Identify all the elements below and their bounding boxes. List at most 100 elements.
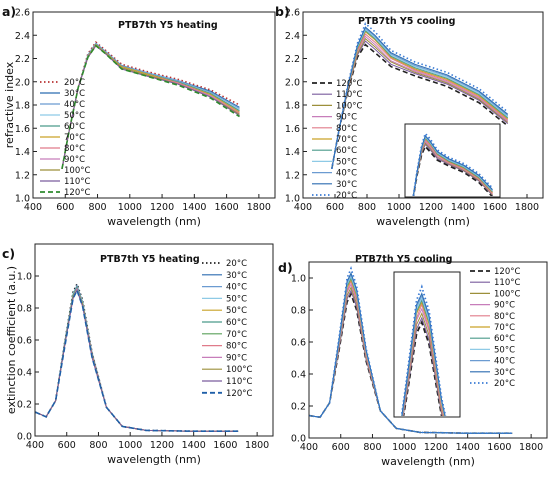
legend-entry: 40°C	[226, 283, 247, 293]
plot-area	[35, 281, 239, 432]
legend-entry: 60°C	[226, 318, 247, 328]
x-tick-label: 800	[89, 440, 107, 451]
x-tick-label: 1200	[419, 202, 443, 213]
x-tick-label: 400	[26, 440, 44, 451]
x-tick-label: 1000	[118, 202, 142, 213]
x-tick-label: 1400	[456, 442, 480, 453]
legend-entry: 80°C	[494, 312, 515, 322]
chart-panel-b: 400 600 800 1000 1200 1400 1600 1800 1.0 1.2 1.4 1.…	[275, 4, 544, 228]
x-axis-label: wavelength (nm)	[381, 455, 475, 468]
x-tick-label: 1600	[487, 442, 511, 453]
legend-entry: 20°C	[64, 78, 85, 88]
chart-title: PTB7th Y5 heating	[118, 20, 218, 31]
legend-entry: 120°C	[494, 267, 520, 277]
y-axis-label: refractive index	[3, 61, 16, 148]
y-tick-label: 1.2	[15, 170, 30, 181]
y-tick-label: 0.0	[17, 432, 32, 443]
y-tick-label: 0.0	[291, 434, 306, 445]
x-tick-label: 600	[56, 202, 74, 213]
x-tick-label: 1200	[424, 442, 448, 453]
legend-entry: 120°C	[336, 79, 362, 89]
y-tick-label: 2.4	[285, 31, 300, 42]
series-line	[61, 44, 240, 170]
x-tick-label: 400	[300, 442, 318, 453]
x-tick-label: 800	[363, 442, 381, 453]
plot-area	[61, 41, 240, 170]
y-tick-label: 1.0	[17, 272, 32, 283]
y-tick-label: 1.6	[15, 124, 30, 135]
panel-tag: b)	[275, 4, 290, 19]
inset-series-line	[401, 292, 446, 416]
legend-entry: 70°C	[226, 330, 247, 340]
y-tick-label: 2.0	[15, 77, 30, 88]
chart-panel-c: 400 600 800 1000 1200 1400 1600 1800 0.0 0.2 0.4 0.…	[2, 243, 274, 466]
x-tick-label: 800	[88, 202, 106, 213]
x-tick-label: 1000	[118, 440, 142, 451]
panel-tag: a)	[2, 4, 16, 19]
x-tick-label: 1800	[247, 202, 271, 213]
legend-entry: 90°C	[494, 301, 515, 311]
legend-entry: 40°C	[336, 169, 357, 179]
y-tick-label: 1.6	[285, 124, 300, 135]
series-line	[35, 289, 239, 432]
plot-frame	[308, 261, 548, 439]
series-line	[61, 43, 240, 169]
x-axis-label: wavelength (nm)	[376, 215, 470, 228]
y-tick-label: 2.6	[15, 8, 30, 19]
legend-entry: 20°C	[494, 379, 515, 389]
legend-entry: 80°C	[64, 144, 85, 154]
legend-entry: 110°C	[494, 278, 520, 288]
x-tick-label: 600	[58, 440, 76, 451]
x-tick-label: 1800	[515, 202, 539, 213]
chart-panel-a: 400 600 800 1000 1200 1400 1600 1800 1.0 1.2 1.4 1.…	[2, 4, 276, 228]
y-tick-label: 0.4	[291, 370, 306, 381]
legend-entry: 60°C	[494, 334, 515, 344]
x-axis-label: wavelength (nm)	[107, 453, 201, 466]
y-tick-label: 2.2	[285, 54, 300, 65]
y-tick-label: 1.4	[15, 147, 30, 158]
legend-entry: 110°C	[226, 377, 252, 387]
y-tick-label: 0.4	[17, 368, 32, 379]
legend-entry: 40°C	[64, 100, 85, 110]
x-tick-label: 400	[24, 202, 42, 213]
chart-title: PTB7th Y5 cooling	[355, 254, 452, 265]
inset-frame	[393, 271, 461, 418]
legend-entry: 110°C	[336, 90, 362, 100]
series-line	[331, 22, 509, 170]
x-tick-label: 1200	[150, 202, 174, 213]
x-tick-label: 1000	[392, 442, 416, 453]
series-line	[309, 266, 513, 434]
x-tick-label: 1800	[245, 440, 269, 451]
y-tick-label: 1.0	[285, 194, 300, 205]
inset-series-line	[412, 144, 494, 196]
x-tick-label: 1800	[519, 442, 543, 453]
y-tick-label: 0.8	[291, 306, 306, 317]
y-tick-label: 1.2	[285, 170, 300, 181]
series-line	[61, 44, 240, 169]
series-line	[35, 285, 239, 432]
legend-entry: 90°C	[336, 113, 357, 123]
x-tick-label: 1400	[451, 202, 475, 213]
y-tick-label: 1.8	[285, 101, 300, 112]
y-tick-label: 0.8	[17, 304, 32, 315]
legend-entry: 100°C	[494, 289, 520, 299]
legend-entry: 30°C	[226, 271, 247, 281]
y-tick-label: 0.2	[291, 402, 306, 413]
x-tick-label: 1000	[387, 202, 411, 213]
y-tick-label: 2.2	[15, 54, 30, 65]
y-tick-label: 2.0	[285, 77, 300, 88]
plot-area	[309, 266, 513, 434]
legend-entry: 60°C	[336, 146, 357, 156]
series-line	[35, 284, 239, 432]
legend-entry: 50°C	[226, 306, 247, 316]
legend-entry: 120°C	[64, 188, 90, 198]
x-tick-label: 800	[358, 202, 376, 213]
series-line	[61, 43, 240, 169]
series-line	[35, 289, 239, 432]
inset-plot	[412, 131, 494, 196]
legend-entry: 40°C	[494, 357, 515, 367]
series-line	[35, 284, 239, 432]
inset-series-line	[400, 284, 447, 416]
legend-entry: 100°C	[226, 365, 252, 375]
y-axis-label: extinction coefficient (a.u.)	[5, 266, 18, 414]
